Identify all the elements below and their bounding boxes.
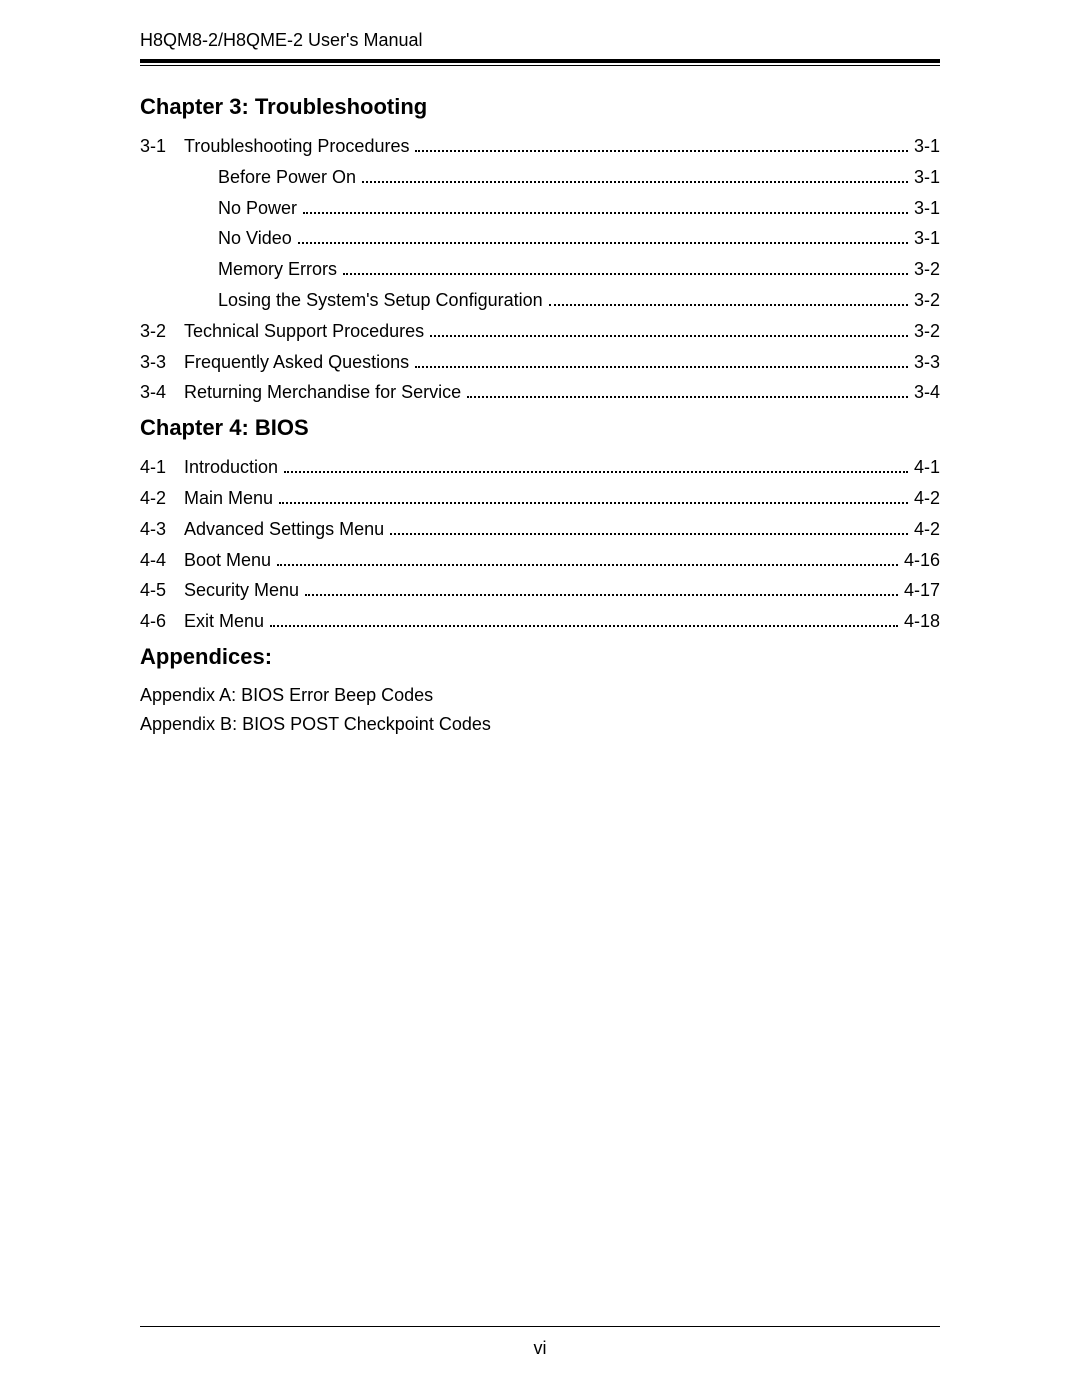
toc-leader-dots: [343, 257, 908, 275]
toc-entry-number: 4-2: [140, 484, 184, 513]
toc-entry-page: 4-1: [914, 453, 940, 482]
toc-leader-dots: [270, 609, 898, 627]
toc-entry-number: 3-4: [140, 378, 184, 407]
toc-entry-label: Losing the System's Setup Configuration: [140, 286, 543, 315]
appendices-title: Appendices:: [140, 644, 940, 670]
toc-entry-page: 4-17: [904, 576, 940, 605]
toc-leader-dots: [303, 195, 908, 213]
toc-entry-number: 4-4: [140, 546, 184, 575]
toc-entry-label: No Power: [140, 194, 297, 223]
toc-entry: 4-4Boot Menu 4-16: [140, 546, 940, 575]
toc-entry: No Video 3-1: [140, 224, 940, 253]
toc-leader-dots: [390, 517, 908, 535]
toc-entry-page: 3-2: [914, 286, 940, 315]
section-title: Chapter 3: Troubleshooting: [140, 94, 940, 120]
toc-entry-label: Security Menu: [184, 576, 299, 605]
toc-entry-page: 4-2: [914, 484, 940, 513]
page: H8QM8-2/H8QME-2 User's Manual Chapter 3:…: [0, 0, 1080, 1397]
toc-entry-page: 3-4: [914, 378, 940, 407]
toc-leader-dots: [415, 134, 908, 152]
toc-entry-label: Exit Menu: [184, 607, 264, 636]
toc-entry-number: 4-6: [140, 607, 184, 636]
toc-entry-number: 4-5: [140, 576, 184, 605]
toc-entry-label: Before Power On: [140, 163, 356, 192]
toc-entry-label: Boot Menu: [184, 546, 271, 575]
toc-entry-page: 3-1: [914, 194, 940, 223]
toc-entry-label: Returning Merchandise for Service: [184, 378, 461, 407]
toc-entry-label: Advanced Settings Menu: [184, 515, 384, 544]
toc-entry-page: 3-1: [914, 163, 940, 192]
page-header: H8QM8-2/H8QME-2 User's Manual: [140, 30, 940, 59]
toc-entry: 4-2Main Menu 4-2: [140, 484, 940, 513]
toc-entry-number: 3-2: [140, 317, 184, 346]
toc-entry-page: 3-2: [914, 317, 940, 346]
toc-container: Chapter 3: Troubleshooting3-1Troubleshoo…: [140, 94, 940, 738]
toc-entry-page: 3-3: [914, 348, 940, 377]
toc-entry-label: Frequently Asked Questions: [184, 348, 409, 377]
appendix-entry: Appendix B: BIOS POST Checkpoint Codes: [140, 711, 940, 738]
toc-leader-dots: [305, 578, 898, 596]
toc-entry-label: No Video: [140, 224, 292, 253]
toc-leader-dots: [279, 486, 908, 504]
toc-entry: 4-5Security Menu 4-17: [140, 576, 940, 605]
toc-entry-number: 4-3: [140, 515, 184, 544]
toc-entry: 4-1Introduction 4-1: [140, 453, 940, 482]
toc-entry-label: Troubleshooting Procedures: [184, 132, 409, 161]
toc-entry-number: 4-1: [140, 453, 184, 482]
toc-entry: Before Power On 3-1: [140, 163, 940, 192]
toc-leader-dots: [298, 226, 908, 244]
section-title: Chapter 4: BIOS: [140, 415, 940, 441]
toc-entry-page: 3-2: [914, 255, 940, 284]
toc-entry-page: 3-1: [914, 224, 940, 253]
toc-entry-page: 4-18: [904, 607, 940, 636]
toc-entry: No Power 3-1: [140, 194, 940, 223]
toc-leader-dots: [362, 165, 908, 183]
toc-entry: Losing the System's Setup Configuration …: [140, 286, 940, 315]
page-number: vi: [0, 1338, 1080, 1359]
toc-entry: 4-3Advanced Settings Menu 4-2: [140, 515, 940, 544]
toc-leader-dots: [467, 380, 908, 398]
toc-entry-page: 4-16: [904, 546, 940, 575]
toc-entry-number: 3-1: [140, 132, 184, 161]
appendix-entry: Appendix A: BIOS Error Beep Codes: [140, 682, 940, 709]
toc-entry: Memory Errors 3-2: [140, 255, 940, 284]
toc-entry-label: Introduction: [184, 453, 278, 482]
toc-entry: 3-1Troubleshooting Procedures 3-1: [140, 132, 940, 161]
toc-leader-dots: [284, 455, 908, 473]
toc-entry-page: 4-2: [914, 515, 940, 544]
toc-leader-dots: [277, 547, 898, 565]
toc-entry-label: Memory Errors: [140, 255, 337, 284]
toc-entry-label: Main Menu: [184, 484, 273, 513]
top-rule: [140, 59, 940, 66]
toc-entry: 4-6Exit Menu 4-18: [140, 607, 940, 636]
toc-entry: 3-2Technical Support Procedures 3-2: [140, 317, 940, 346]
toc-entry-number: 3-3: [140, 348, 184, 377]
toc-leader-dots: [549, 288, 908, 306]
toc-entry-label: Technical Support Procedures: [184, 317, 424, 346]
toc-leader-dots: [430, 319, 908, 337]
toc-leader-dots: [415, 349, 908, 367]
toc-entry: 3-3Frequently Asked Questions 3-3: [140, 348, 940, 377]
toc-entry-page: 3-1: [914, 132, 940, 161]
toc-entry: 3-4Returning Merchandise for Service 3-4: [140, 378, 940, 407]
bottom-rule: [140, 1326, 940, 1327]
